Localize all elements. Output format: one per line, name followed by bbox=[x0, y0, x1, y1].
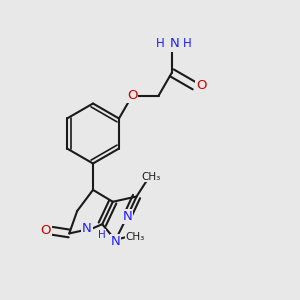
Text: O: O bbox=[40, 224, 51, 237]
Text: H: H bbox=[98, 230, 105, 240]
Text: H: H bbox=[182, 38, 191, 50]
Text: N: N bbox=[111, 235, 120, 248]
Text: H: H bbox=[156, 38, 165, 50]
Text: CH₃: CH₃ bbox=[142, 172, 161, 182]
Text: O: O bbox=[127, 89, 137, 102]
Text: O: O bbox=[196, 80, 206, 92]
Text: N: N bbox=[82, 222, 92, 235]
Text: CH₃: CH₃ bbox=[126, 232, 145, 242]
Text: N: N bbox=[122, 210, 132, 223]
Text: N: N bbox=[169, 38, 179, 50]
